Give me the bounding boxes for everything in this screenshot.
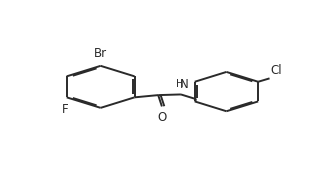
Text: Cl: Cl [271, 64, 282, 77]
Text: Br: Br [94, 47, 107, 60]
Text: H: H [176, 79, 184, 89]
Text: N: N [180, 78, 189, 92]
Text: F: F [62, 103, 69, 116]
Text: O: O [157, 111, 167, 124]
